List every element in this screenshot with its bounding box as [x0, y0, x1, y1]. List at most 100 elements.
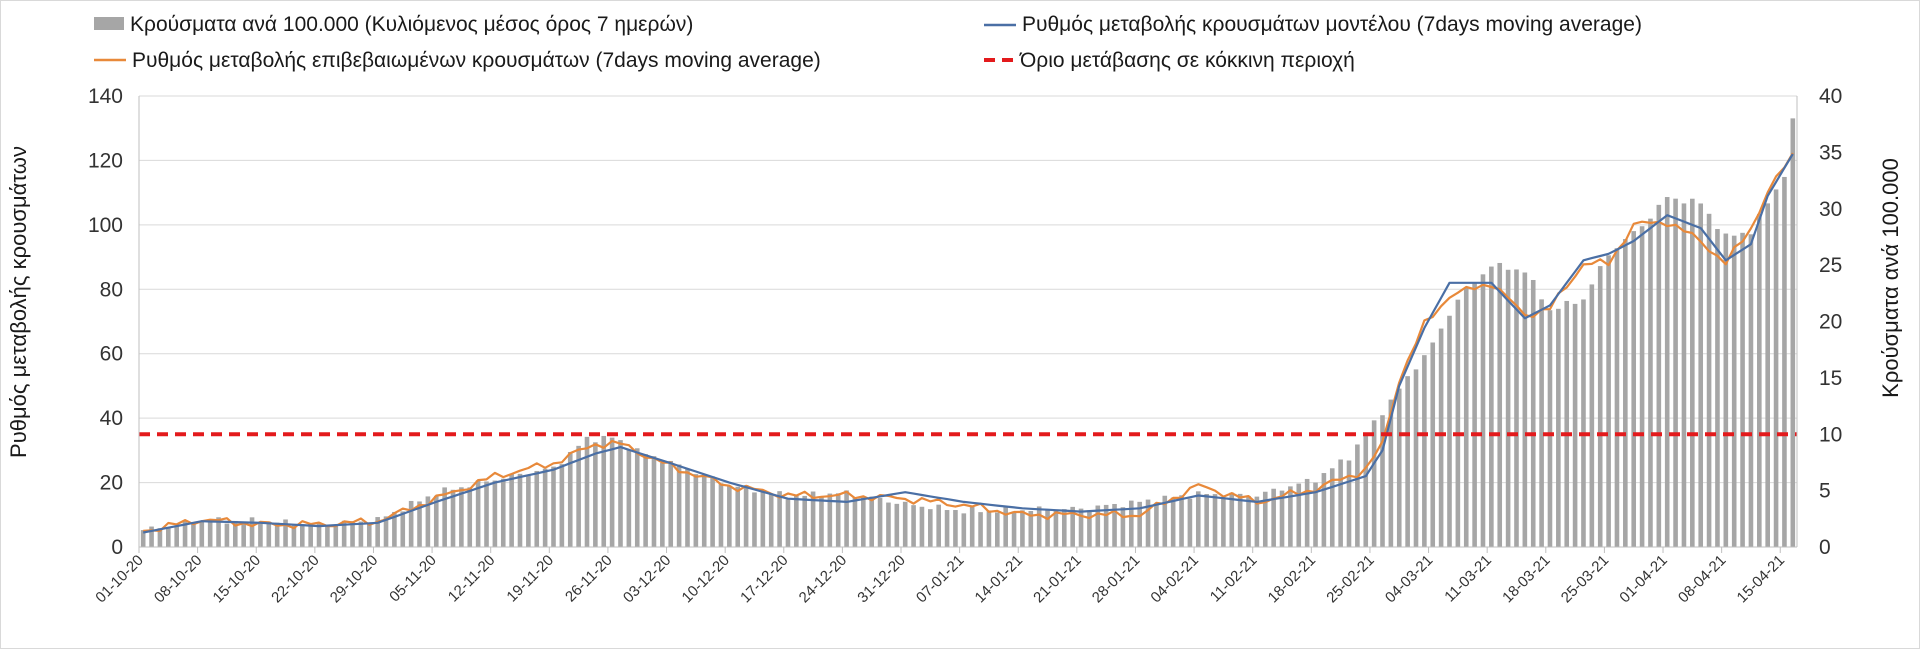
bar: [894, 503, 900, 547]
bar: [140, 530, 146, 547]
bar: [1179, 495, 1184, 547]
y-tick-right: 20: [1819, 311, 1842, 334]
y-tick-right: 35: [1819, 141, 1842, 164]
legend-label-confirmed: Ρυθμός μεταβολής επιβεβαιωμένων κρουσμάτ…: [132, 49, 821, 72]
bar: [676, 464, 682, 547]
bar: [1388, 399, 1394, 547]
bar: [1070, 506, 1075, 547]
bar: [1505, 269, 1511, 547]
bar: [232, 520, 238, 547]
bar: [166, 527, 171, 547]
bar: [727, 485, 732, 547]
y-tick-right: 10: [1819, 423, 1842, 446]
x-tick-label: 11-02-21: [1207, 552, 1261, 606]
bar: [241, 522, 246, 547]
bar: [710, 476, 715, 547]
bar: [969, 506, 975, 547]
bar: [450, 489, 456, 547]
bar: [877, 498, 883, 547]
y-axis-title-left: Ρυθμός μεταβολής κρουσμάτων: [6, 146, 31, 458]
bar: [1246, 495, 1251, 547]
x-tick-label: 01-10-20: [92, 552, 146, 606]
bar: [1137, 501, 1142, 547]
bar: [1271, 488, 1276, 547]
bar: [1673, 198, 1678, 547]
bar: [1061, 509, 1067, 547]
x-tick-label: 18-02-21: [1265, 552, 1319, 606]
bar: [1053, 510, 1059, 547]
x-tick-label: 11-03-21: [1441, 552, 1495, 606]
bar: [400, 511, 406, 547]
bar: [1162, 495, 1168, 547]
bar: [668, 460, 674, 547]
bar: [1338, 459, 1343, 547]
bar: [1438, 328, 1444, 547]
bar: [802, 495, 808, 547]
bar: [1204, 494, 1209, 547]
bar: [651, 456, 657, 547]
bar: [1589, 284, 1595, 547]
bar: [752, 492, 757, 547]
bar: [467, 487, 473, 547]
bar: [869, 496, 875, 547]
bar: [333, 524, 339, 547]
bar: [944, 510, 950, 547]
bar: [1288, 486, 1293, 547]
bar: [643, 454, 648, 547]
bar: [1597, 266, 1603, 547]
bar: [274, 522, 280, 547]
x-tick-label: 15-10-20: [210, 552, 264, 606]
bar: [1279, 490, 1285, 547]
bar: [1237, 493, 1243, 547]
bar: [174, 525, 179, 547]
x-tick-label: 29-10-20: [327, 552, 381, 606]
bar: [551, 466, 556, 547]
bar: [794, 495, 799, 547]
bar: [1036, 506, 1042, 547]
x-tick-label: 18-03-21: [1499, 552, 1553, 606]
bar: [1690, 198, 1695, 547]
x-tick-label: 07-01-21: [913, 552, 967, 606]
bar: [1572, 303, 1578, 547]
bar: [1045, 510, 1050, 547]
bar: [459, 487, 464, 547]
y-tick-left: 0: [111, 536, 123, 559]
bar: [1723, 233, 1729, 547]
bar: [417, 501, 422, 547]
bar: [258, 523, 263, 547]
bar: [366, 523, 372, 547]
bar: [1003, 506, 1008, 547]
bar: [534, 470, 540, 547]
bar: [1564, 300, 1570, 547]
legend-label-threshold: Όριο μετάβασης σε κόκκινη περιοχή: [1019, 49, 1355, 72]
bar: [1623, 239, 1628, 547]
bar: [743, 485, 749, 547]
bar: [961, 513, 967, 547]
y-tick-left: 20: [100, 472, 123, 495]
bar: [911, 505, 916, 547]
x-tick-label: 19-11-20: [503, 552, 557, 606]
bar: [1087, 510, 1092, 547]
y-tick-right: 25: [1819, 254, 1842, 277]
bar: [1363, 434, 1369, 547]
bar: [1463, 287, 1469, 547]
bar: [1773, 189, 1779, 547]
confirmed-rate-line: [143, 152, 1794, 533]
bar: [576, 445, 581, 547]
bar: [902, 501, 908, 547]
bar: [1011, 511, 1017, 547]
bar: [299, 524, 305, 547]
x-tick-label: 25-03-21: [1558, 552, 1612, 606]
bar: [1782, 176, 1787, 547]
bar: [291, 525, 297, 547]
bar: [1371, 420, 1377, 547]
bar: [1715, 229, 1720, 547]
x-tick-label: 04-03-21: [1382, 552, 1436, 606]
bar: [1128, 500, 1134, 547]
x-tick-label: 04-02-21: [1147, 552, 1201, 606]
bar: [1304, 478, 1310, 547]
bar: [1664, 197, 1670, 547]
bar: [1145, 499, 1151, 547]
bar: [1698, 203, 1704, 547]
bar: [492, 480, 498, 547]
